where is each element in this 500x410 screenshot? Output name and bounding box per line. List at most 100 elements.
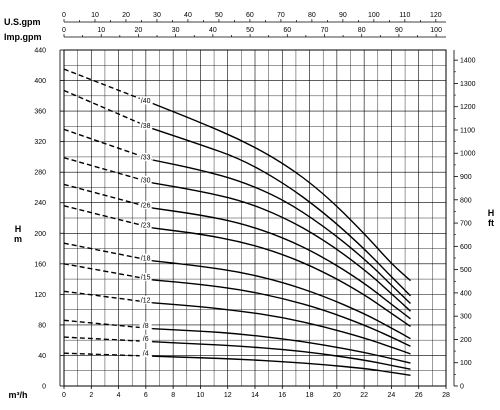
top-tick-label: 40 [184,12,192,19]
curve-dashed-8 [63,319,153,330]
right-tick-label: 500 [460,267,472,274]
top-axis-title: Imp.gpm [4,32,42,42]
top-tick-label: 120 [430,12,442,19]
curve-label-6: /6 [143,336,149,343]
right-tick-label: 400 [460,290,472,297]
bottom-tick-label: 18 [306,392,314,399]
left-tick-label: 160 [34,261,46,268]
curve-dashed-26 [63,183,153,209]
right-tick-label: 1000 [460,151,476,158]
right-tick-label: 600 [460,244,472,251]
right-tick-label: 1300 [460,81,476,88]
curve-solid-6 [152,341,411,370]
curve-label-4: /4 [143,351,149,358]
bottom-tick-label: 12 [224,392,232,399]
left-tick-label: 40 [38,353,46,360]
curve-label-15: /15 [141,274,151,281]
right-tick-label: 200 [460,337,472,344]
curve-solid-26 [152,207,411,320]
curve-label-33: /33 [141,154,151,161]
curve-label-bg [139,175,152,184]
top-tick-label: 50 [246,27,254,34]
bottom-axis-title: m³/h [9,390,28,400]
bottom-tick-label: 14 [251,392,259,399]
right-tick-label: 700 [460,221,472,228]
top-tick-label: 20 [122,12,130,19]
curve-solid-40 [152,102,411,282]
top-tick-label: 0 [62,27,66,34]
performance-curves: /40/38/33/30/26/23/18/15/12/8/6/4 [63,68,411,376]
curve-dashed-40 [63,68,153,105]
right-tick-label: 1200 [460,104,476,111]
curve-dashed-4 [63,352,153,357]
right-tick-label: 1100 [460,127,475,134]
top-tick-label: 20 [135,27,143,34]
left-tick-label: 400 [34,78,46,85]
right-tick-label: 100 [460,360,472,367]
curve-dashed-38 [63,89,153,130]
curve-solid-38 [152,128,411,297]
top-tick-label: 50 [215,12,223,19]
top-tick-label: 80 [308,12,316,19]
top-tick-label: 100 [368,12,380,19]
curve-label-12: /12 [141,297,151,304]
curve-label-8: /8 [143,323,149,330]
curve-label-38: /38 [141,123,151,130]
left-tick-label: 360 [34,109,46,116]
curve-label-26: /26 [141,203,151,210]
left-tick-label: 80 [38,322,46,329]
axes: 0408012016020024028032036040044001002003… [34,48,475,400]
curve-label-40: /40 [141,98,151,105]
bottom-tick-label: 24 [388,392,396,399]
curve-label-bg [139,121,152,130]
right-axis-title: H [488,208,495,218]
top-tick-label: 70 [277,12,285,19]
bottom-tick-label: 8 [171,392,175,399]
curve-dashed-12 [63,290,153,304]
left-axis-title: m [14,234,22,244]
curve-solid-15 [152,279,411,347]
top-tick-label: 0 [62,12,66,19]
top-tick-label: 60 [246,12,254,19]
curve-label-bg [139,295,152,304]
bottom-tick-label: 2 [89,392,93,399]
curve-label-23: /23 [141,222,151,229]
curve-label-bg [139,349,152,358]
bottom-tick-label: 16 [278,392,286,399]
curve-label-bg [139,96,152,105]
curve-label-bg [139,334,152,343]
curve-dashed-23 [63,205,153,229]
top-tick-label: 30 [172,27,180,34]
curve-label-bg [139,201,152,210]
top-axis-title: U.S.gpm [4,17,41,27]
top-tick-label: 90 [395,27,403,34]
bottom-tick-label: 4 [117,392,121,399]
left-tick-label: 240 [34,200,46,207]
curve-label-bg [139,321,152,330]
curve-solid-8 [152,328,411,364]
top-tick-label: 10 [97,27,105,34]
top-tick-label: 60 [283,27,291,34]
right-tick-label: 1400 [460,58,476,65]
top-tick-label: 100 [430,27,442,34]
curve-label-bg [139,152,152,161]
right-tick-label: 300 [460,314,472,321]
left-tick-label: 0 [42,384,46,391]
curve-dashed-30 [63,157,153,184]
top-tick-label: 10 [91,12,99,19]
right-axis-title: ft [488,218,494,228]
bottom-tick-label: 22 [360,392,368,399]
curve-dashed-15 [63,263,153,281]
left-tick-label: 280 [34,170,46,177]
bottom-tick-label: 10 [197,392,205,399]
left-tick-label: 200 [34,231,46,238]
left-tick-label: 320 [34,139,46,146]
curve-label-30: /30 [141,177,151,184]
curve-solid-12 [152,302,411,355]
top-tick-label: 40 [209,27,217,34]
right-tick-label: 900 [460,174,472,181]
right-tick-label: 0 [460,384,464,391]
curve-solid-18 [152,260,411,340]
